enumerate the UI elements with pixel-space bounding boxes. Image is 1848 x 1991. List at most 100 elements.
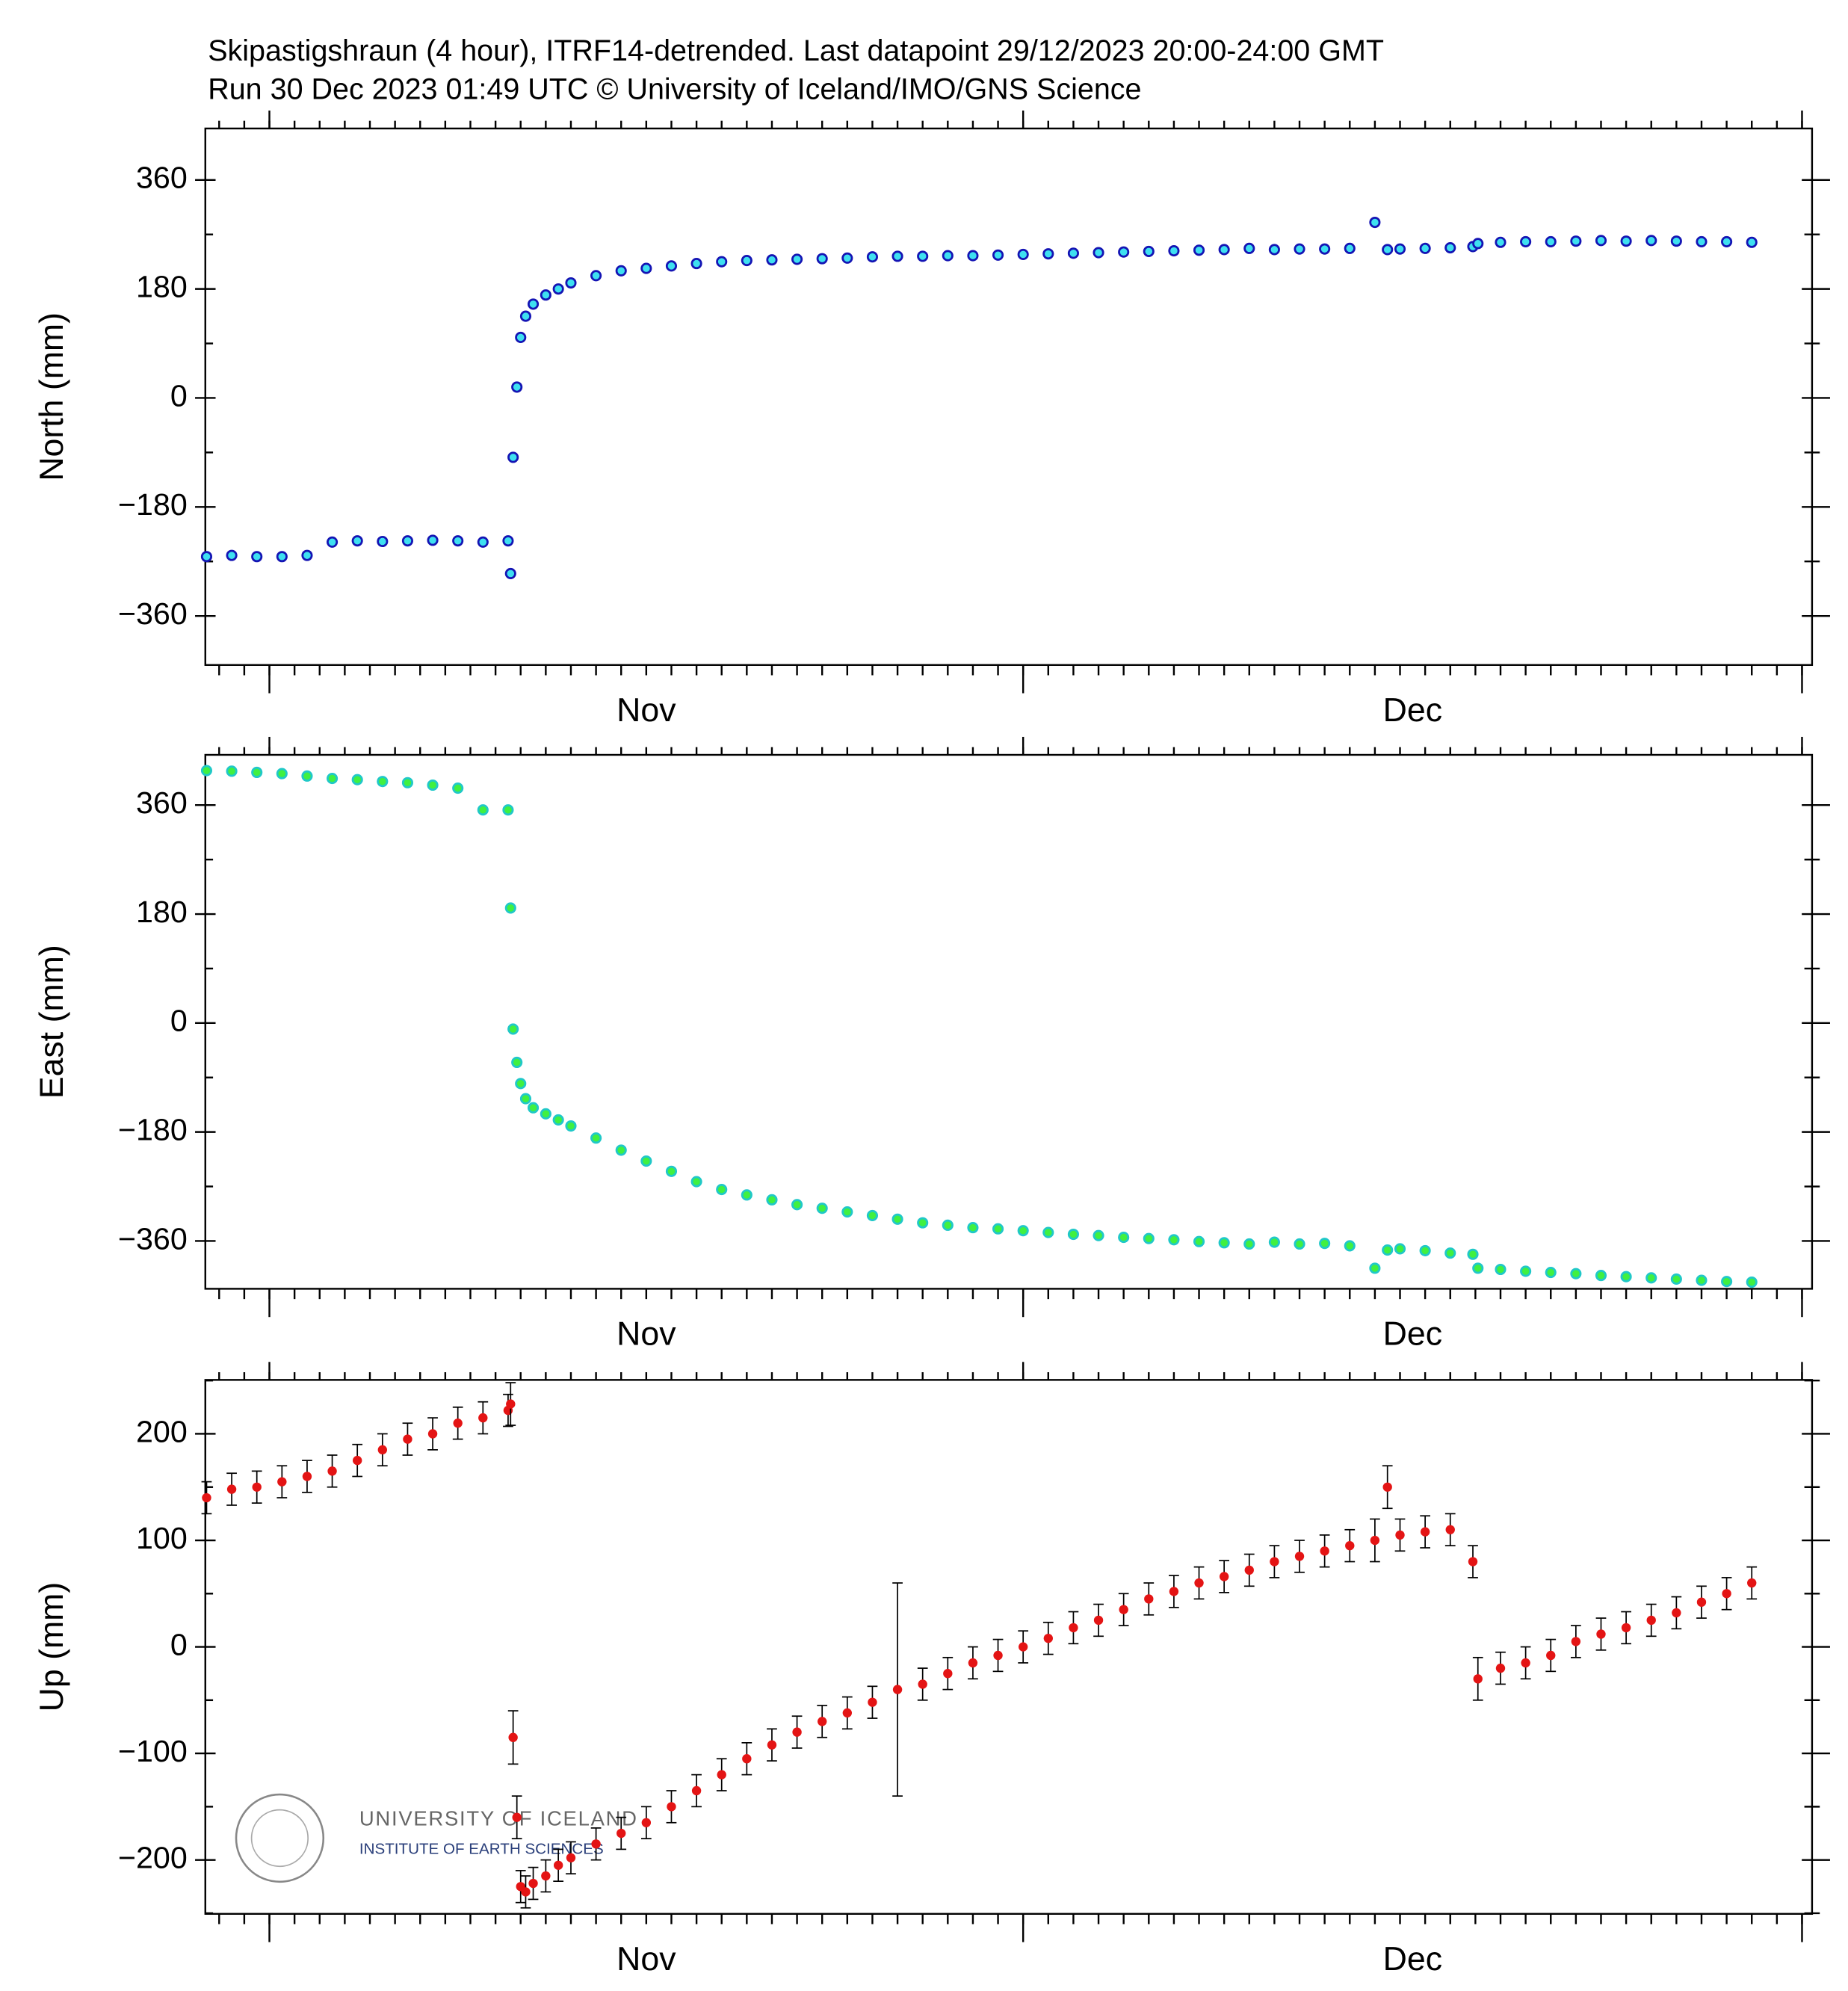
data-point (816, 253, 828, 265)
data-point (842, 1708, 853, 1718)
data-point (1570, 1268, 1582, 1280)
data-point (1746, 236, 1758, 248)
data-point (1144, 1594, 1154, 1604)
data-point (1143, 1232, 1155, 1244)
data-point (1218, 1237, 1230, 1249)
data-point (1621, 1623, 1631, 1633)
data-point (519, 310, 532, 322)
data-point (1093, 247, 1104, 259)
data-point (226, 765, 238, 777)
data-point (1467, 1248, 1479, 1260)
data-point (792, 1727, 802, 1737)
data-point (665, 260, 678, 272)
y-axis-label: North (mm) (34, 312, 70, 481)
data-point (1169, 1587, 1179, 1596)
data-point (1270, 1557, 1279, 1566)
data-point (717, 1770, 726, 1779)
data-point (1268, 1236, 1280, 1248)
data-point (527, 298, 540, 310)
data-point (1472, 1262, 1484, 1274)
seal (235, 1793, 325, 1883)
data-point (716, 256, 728, 268)
data-point (1244, 1565, 1254, 1575)
data-point (565, 1120, 577, 1132)
data-point (665, 1165, 678, 1177)
data-point (742, 1754, 752, 1764)
data-point (540, 1108, 551, 1120)
data-point (552, 283, 564, 295)
data-point (1382, 1244, 1394, 1256)
data-point (553, 1860, 563, 1870)
data-point (892, 1685, 903, 1694)
data-point (1067, 1228, 1079, 1241)
data-point (690, 1176, 702, 1188)
data-point (527, 1102, 540, 1114)
logo-name: UNIVERSITY OF ICELAND (359, 1807, 638, 1830)
data-point (200, 765, 213, 777)
data-point (1419, 1244, 1431, 1256)
data-point (301, 549, 313, 561)
data-point (1093, 1229, 1104, 1241)
data-point (1696, 1597, 1707, 1607)
data-point (1319, 1238, 1331, 1250)
data-point (791, 1199, 803, 1211)
data-point (1018, 1642, 1028, 1652)
data-point (1444, 241, 1456, 254)
data-point (1696, 1274, 1708, 1286)
data-point (615, 1144, 627, 1156)
data-point (251, 766, 263, 779)
data-point (508, 1732, 518, 1742)
data-point (478, 1413, 488, 1423)
data-point (1119, 1605, 1128, 1614)
data-point (1670, 1273, 1682, 1285)
data-point (452, 782, 464, 794)
data-point (507, 1023, 519, 1035)
title-line-2: Run 30 Dec 2023 01:49 UTC © University o… (208, 73, 1141, 106)
data-point (791, 253, 803, 265)
data-point (377, 776, 389, 788)
y-tick-label: 0 (170, 1004, 188, 1038)
data-point (993, 1650, 1003, 1661)
x-tick-label: Dec (1383, 1316, 1442, 1353)
x-tick-label: Nov (616, 1316, 676, 1353)
y-tick-label: 180 (136, 895, 188, 929)
x-tick-label: Dec (1383, 692, 1442, 729)
data-point (1595, 1270, 1607, 1282)
data-point (1595, 235, 1607, 247)
data-point (1620, 235, 1632, 247)
data-point (200, 551, 213, 563)
data-point (427, 534, 439, 546)
data-point (615, 265, 627, 277)
data-point (767, 1740, 777, 1750)
data-point (866, 1209, 879, 1221)
data-point (1017, 1225, 1029, 1237)
data-point (1143, 245, 1155, 257)
data-point (1194, 1578, 1204, 1588)
y-tick-label: 0 (170, 1627, 188, 1661)
plot-frame (204, 127, 1814, 666)
data-point (1243, 242, 1255, 254)
data-point (519, 1093, 532, 1105)
data-point (1444, 1247, 1456, 1259)
data-point (917, 250, 929, 262)
data-point (1746, 1276, 1758, 1288)
data-point (716, 1184, 728, 1196)
data-point (918, 1679, 927, 1689)
data-point (528, 1878, 538, 1889)
data-point (942, 250, 954, 262)
data-point (511, 381, 523, 393)
data-point (477, 804, 489, 816)
data-point (1382, 1482, 1392, 1492)
data-point (276, 551, 288, 563)
data-point (1445, 1525, 1455, 1534)
y-tick-label: 100 (136, 1521, 188, 1555)
data-point (353, 1455, 362, 1466)
data-point (591, 1839, 601, 1849)
data-point (1394, 1243, 1406, 1255)
data-point (1268, 244, 1280, 256)
data-point (1218, 244, 1230, 256)
data-point (1042, 1226, 1054, 1238)
data-point (377, 1445, 387, 1455)
data-point (640, 1155, 652, 1167)
data-point (1696, 235, 1708, 247)
